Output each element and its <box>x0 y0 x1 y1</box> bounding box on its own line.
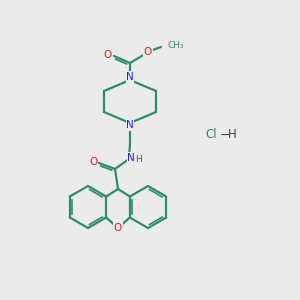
Text: H: H <box>228 128 237 142</box>
Text: O: O <box>104 50 112 60</box>
Text: O: O <box>114 223 122 233</box>
Text: N: N <box>126 120 134 130</box>
Text: N: N <box>127 153 135 163</box>
Text: O: O <box>144 47 152 57</box>
Text: Cl: Cl <box>205 128 217 142</box>
Text: H: H <box>135 155 141 164</box>
Text: O: O <box>89 157 97 167</box>
Text: N: N <box>126 72 134 82</box>
Text: CH₃: CH₃ <box>167 41 184 50</box>
Text: −: − <box>220 128 230 142</box>
